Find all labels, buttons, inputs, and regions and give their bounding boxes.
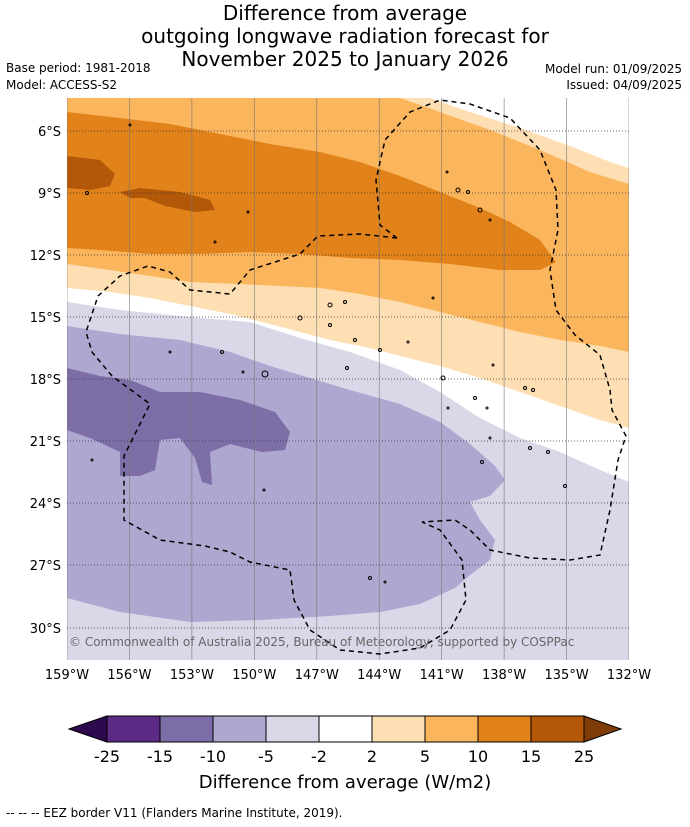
lon-label: 153°W bbox=[170, 668, 214, 683]
title-line-2: outgoing longwave radiation forecast for bbox=[141, 24, 549, 48]
issued-date: Issued: 04/09/2025 bbox=[566, 78, 682, 92]
colorbar-tick: -2 bbox=[311, 747, 327, 766]
colorbar-label: Difference from average (W/m2) bbox=[199, 772, 491, 793]
lat-label: 15°S bbox=[30, 311, 61, 326]
band-neg10-neg15 bbox=[67, 368, 290, 485]
colorbar-tick: 25 bbox=[574, 747, 594, 766]
lon-label: 150°W bbox=[232, 668, 276, 683]
title-line-3: November 2025 to January 2026 bbox=[181, 47, 509, 71]
colorbar-tick: 15 bbox=[521, 747, 541, 766]
lat-label: 12°S bbox=[30, 249, 61, 264]
colorbar-swatch bbox=[106, 715, 161, 743]
lat-label: 6°S bbox=[38, 125, 61, 140]
colorbar-tick: 10 bbox=[468, 747, 488, 766]
colorbar-swatch bbox=[212, 715, 267, 743]
base-period: Base period: 1981-2018 bbox=[6, 61, 151, 75]
colorbar-tick: -15 bbox=[147, 747, 173, 766]
band-pos10-pos15 bbox=[67, 112, 556, 270]
model-name: Model: ACCESS-S2 bbox=[6, 78, 118, 92]
lat-label: 30°S bbox=[30, 622, 61, 637]
colorbar-tick: 5 bbox=[420, 747, 430, 766]
colorbar bbox=[67, 715, 623, 743]
lon-label: 132°W bbox=[607, 668, 651, 683]
lat-label: 18°S bbox=[30, 373, 61, 388]
eez-footer-note: -- -- -- EEZ border V11 (Flanders Marine… bbox=[6, 806, 343, 820]
colorbar-tick: -10 bbox=[200, 747, 226, 766]
colorbar-swatch bbox=[477, 715, 532, 743]
colorbar-swatch bbox=[159, 715, 214, 743]
lat-label: 9°S bbox=[38, 187, 61, 202]
lon-label: 156°W bbox=[107, 668, 151, 683]
colorbar-swatch bbox=[424, 715, 479, 743]
lon-label: 144°W bbox=[357, 668, 401, 683]
eez-border-cook-islands bbox=[85, 233, 467, 655]
band-pos15-pos25 bbox=[67, 156, 115, 190]
colorbar-swatch bbox=[318, 715, 373, 743]
colorbar-tick: 2 bbox=[367, 747, 377, 766]
title-line-1: Difference from average bbox=[222, 1, 468, 25]
lon-label: 135°W bbox=[545, 668, 589, 683]
eez-border-french-polynomesia bbox=[375, 99, 627, 561]
copyright-notice: © Commonwealth of Australia 2025, Bureau… bbox=[69, 635, 574, 649]
colorbar-tick: -5 bbox=[258, 747, 274, 766]
lon-label: 159°W bbox=[45, 668, 89, 683]
colorbar-swatch bbox=[371, 715, 426, 743]
colorbar-low-arrow bbox=[67, 715, 108, 743]
colorbar-high-arrow bbox=[583, 715, 623, 743]
lon-label: 138°W bbox=[482, 668, 526, 683]
lat-label: 27°S bbox=[30, 559, 61, 574]
colorbar-swatch bbox=[530, 715, 585, 743]
band-pos15-pos25-b bbox=[120, 188, 215, 212]
lat-label: 21°S bbox=[30, 435, 61, 450]
colorbar-swatch bbox=[265, 715, 320, 743]
lat-label: 24°S bbox=[30, 497, 61, 512]
lon-label: 141°W bbox=[420, 668, 464, 683]
colorbar-tick: -25 bbox=[94, 747, 120, 766]
model-run: Model run: 01/09/2025 bbox=[544, 62, 682, 76]
lon-label: 147°W bbox=[295, 668, 339, 683]
